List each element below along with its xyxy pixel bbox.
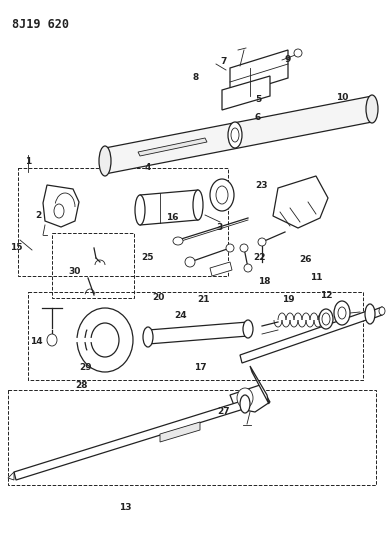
Text: 1: 1 — [25, 157, 31, 166]
Ellipse shape — [240, 244, 248, 252]
Polygon shape — [222, 76, 270, 110]
Text: 17: 17 — [194, 364, 206, 373]
Ellipse shape — [334, 301, 350, 325]
Ellipse shape — [243, 320, 253, 338]
Bar — [8, 390, 376, 485]
Polygon shape — [160, 422, 200, 442]
Text: 5: 5 — [255, 95, 261, 104]
Text: 21: 21 — [198, 295, 210, 304]
Text: 16: 16 — [166, 214, 178, 222]
Polygon shape — [230, 50, 288, 96]
Text: 6: 6 — [255, 114, 261, 123]
Polygon shape — [210, 262, 232, 276]
Polygon shape — [43, 185, 79, 227]
Ellipse shape — [294, 49, 302, 57]
Ellipse shape — [216, 186, 228, 204]
Text: 14: 14 — [30, 337, 42, 346]
Polygon shape — [138, 138, 207, 156]
Ellipse shape — [237, 388, 253, 408]
Ellipse shape — [210, 179, 234, 211]
Ellipse shape — [193, 190, 203, 220]
Ellipse shape — [240, 395, 250, 413]
Text: 15: 15 — [10, 244, 22, 253]
Ellipse shape — [47, 334, 57, 346]
Text: 4: 4 — [145, 164, 151, 173]
Ellipse shape — [143, 327, 153, 347]
Ellipse shape — [366, 95, 378, 123]
Text: 26: 26 — [300, 255, 312, 264]
Polygon shape — [105, 96, 372, 174]
Text: 24: 24 — [175, 311, 187, 319]
Polygon shape — [230, 385, 270, 412]
Text: 8: 8 — [193, 74, 199, 83]
Text: 19: 19 — [282, 295, 294, 304]
Polygon shape — [240, 310, 372, 363]
Ellipse shape — [99, 146, 111, 176]
Ellipse shape — [173, 237, 183, 245]
Ellipse shape — [135, 195, 145, 225]
Ellipse shape — [338, 307, 346, 319]
Ellipse shape — [91, 323, 119, 357]
Ellipse shape — [231, 128, 239, 142]
Ellipse shape — [77, 308, 133, 372]
Polygon shape — [148, 322, 248, 344]
Text: 13: 13 — [119, 504, 131, 513]
Ellipse shape — [244, 264, 252, 272]
Ellipse shape — [54, 204, 64, 218]
Bar — [28, 292, 363, 380]
Text: 18: 18 — [258, 278, 270, 287]
Polygon shape — [14, 400, 247, 480]
Text: 25: 25 — [142, 254, 154, 262]
Text: 3: 3 — [217, 223, 223, 232]
Text: 10: 10 — [336, 93, 348, 102]
Text: 7: 7 — [221, 58, 227, 67]
Text: 20: 20 — [152, 294, 164, 303]
Ellipse shape — [379, 307, 385, 315]
Ellipse shape — [365, 304, 375, 324]
Text: 11: 11 — [310, 273, 322, 282]
Ellipse shape — [322, 313, 330, 325]
Text: 30: 30 — [69, 268, 81, 277]
Bar — [18, 168, 228, 276]
Text: 27: 27 — [218, 408, 230, 416]
Ellipse shape — [319, 309, 333, 329]
Polygon shape — [250, 366, 269, 404]
Ellipse shape — [228, 122, 242, 148]
Polygon shape — [140, 190, 198, 225]
Text: 23: 23 — [256, 181, 268, 190]
Ellipse shape — [226, 244, 234, 252]
Text: 29: 29 — [80, 364, 92, 373]
Bar — [52, 233, 134, 298]
Text: 12: 12 — [320, 290, 332, 300]
Ellipse shape — [258, 238, 266, 246]
Text: 22: 22 — [254, 254, 266, 262]
Text: 28: 28 — [76, 381, 88, 390]
Polygon shape — [273, 176, 328, 228]
Ellipse shape — [185, 257, 195, 267]
Text: 9: 9 — [285, 55, 291, 64]
Text: 8J19 620: 8J19 620 — [12, 18, 69, 31]
Text: 2: 2 — [35, 211, 41, 220]
Polygon shape — [8, 472, 14, 480]
